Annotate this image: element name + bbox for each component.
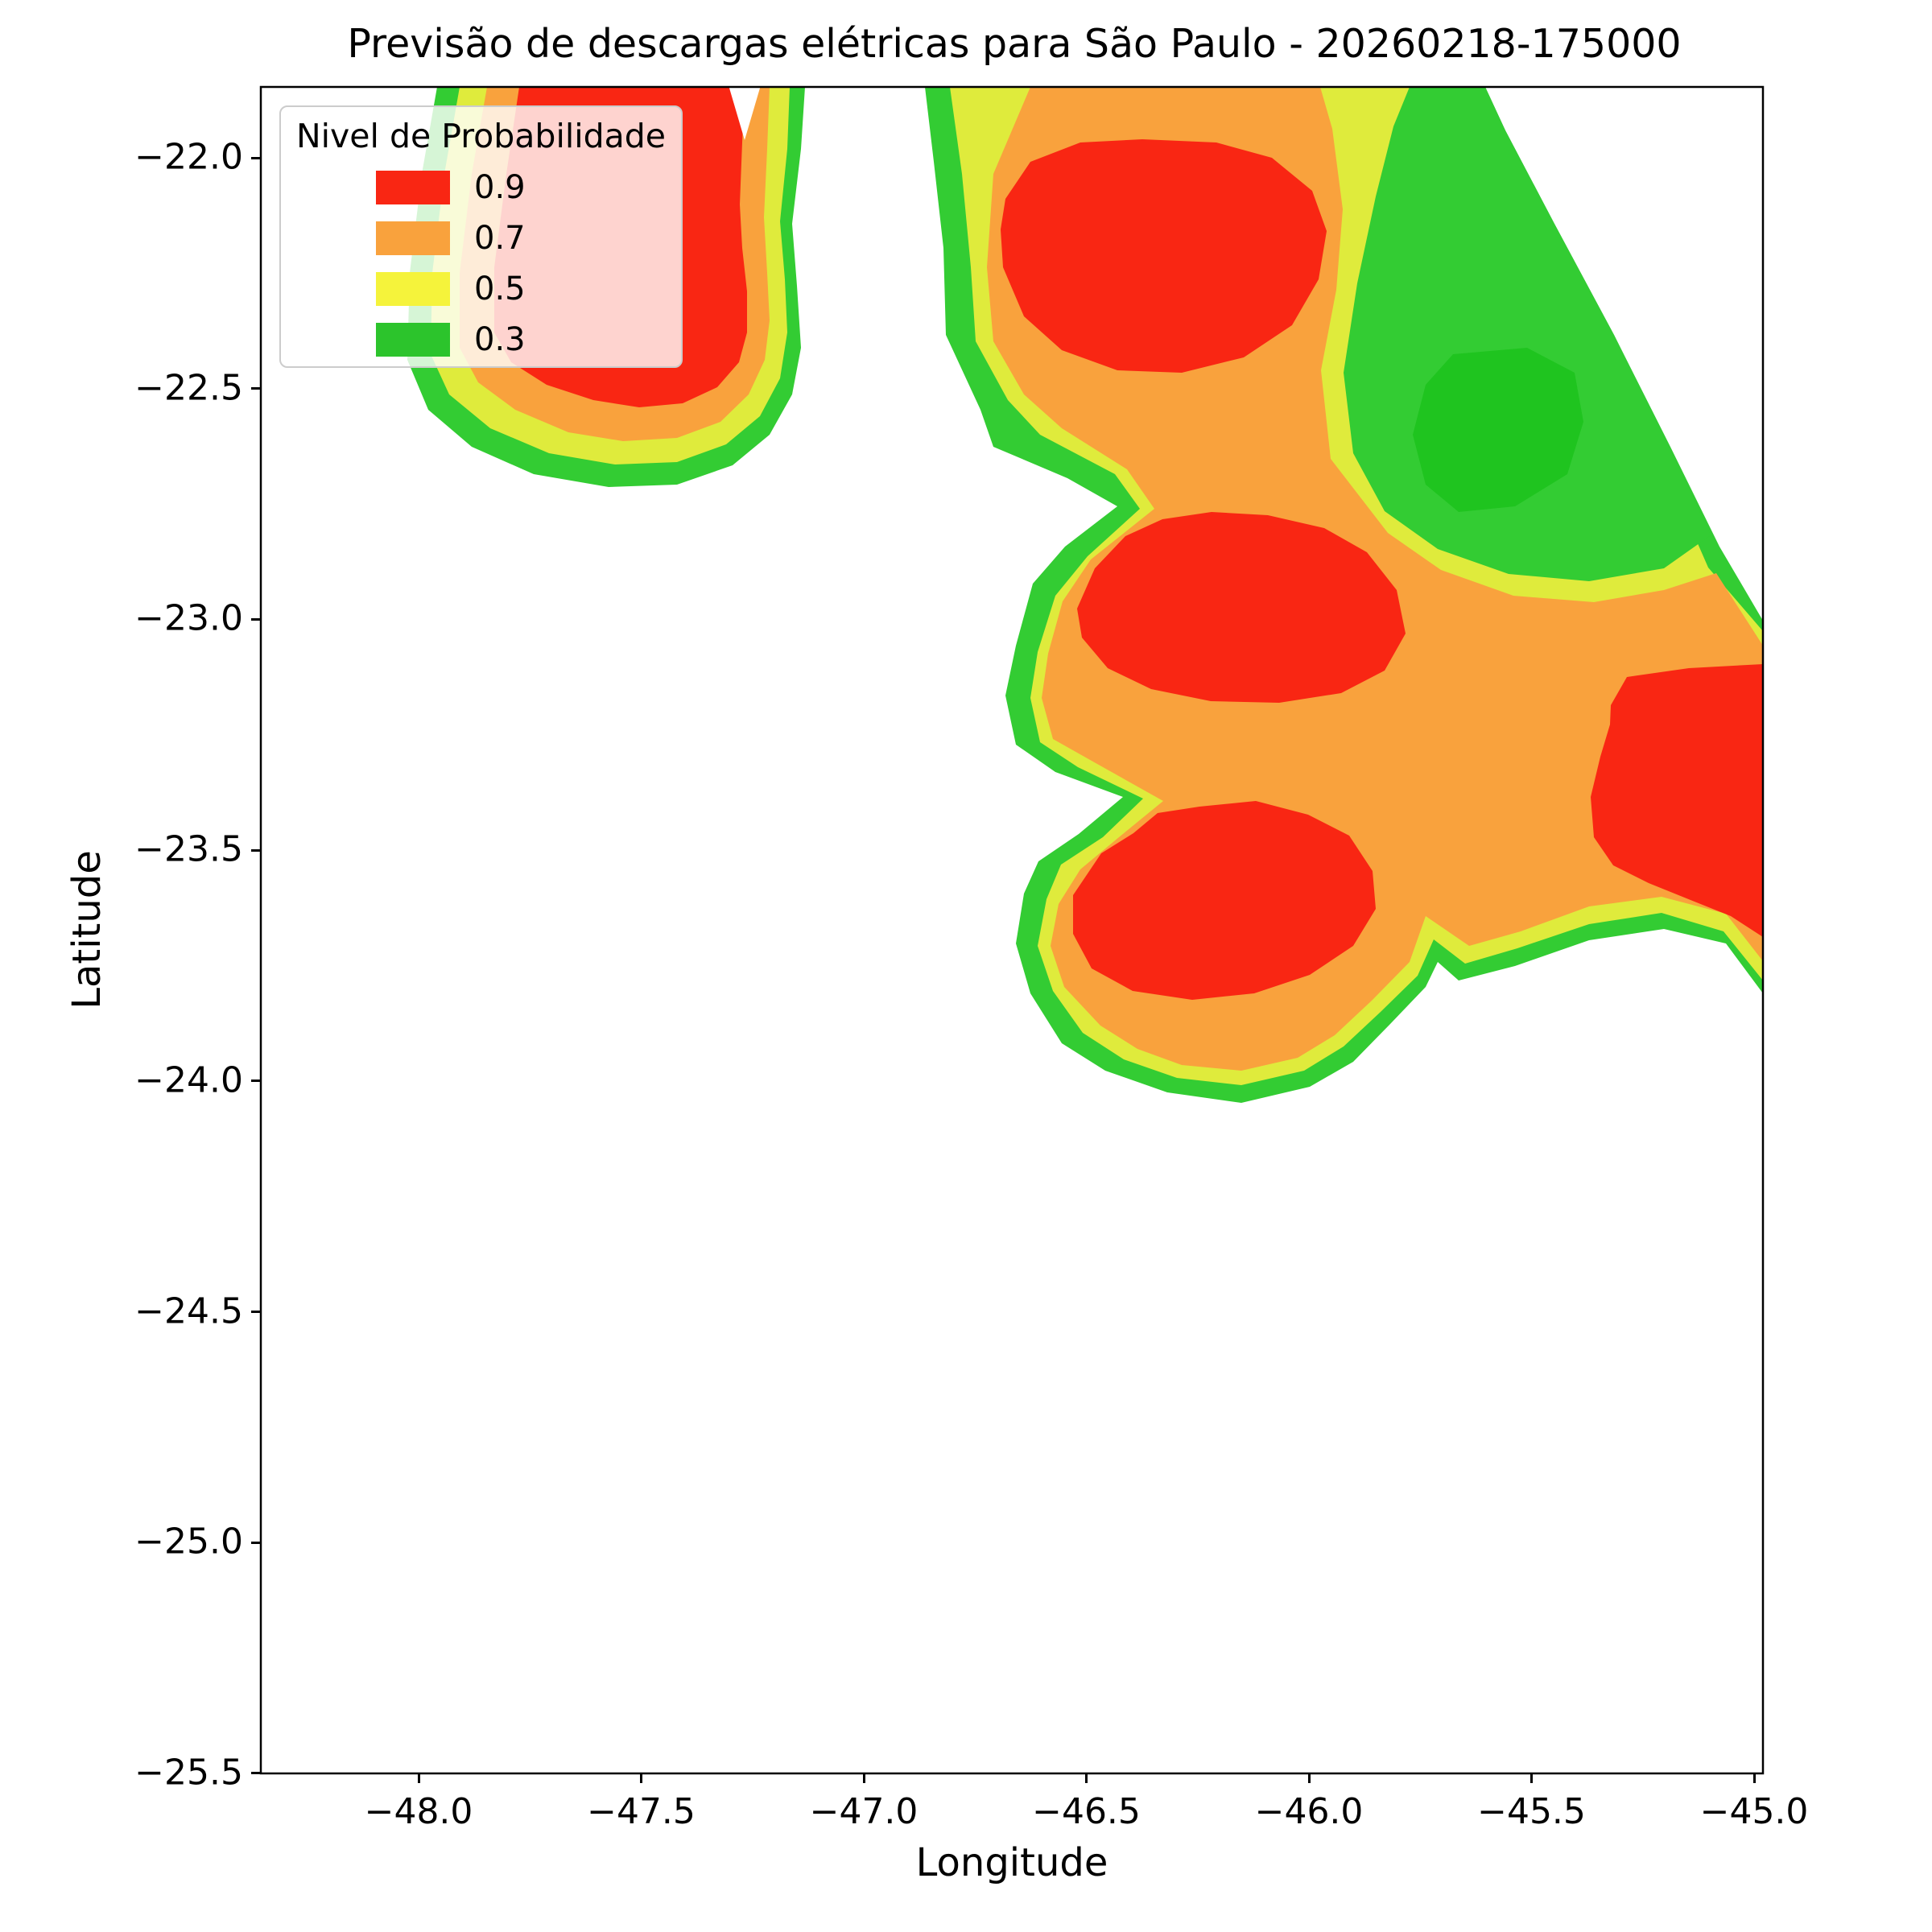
legend-item: 0.7 [281,213,681,263]
y-tick-mark [251,1080,261,1083]
contour-low-prob-pocket-core [1413,348,1583,512]
y-tick-mark [251,1311,261,1314]
contour-level-09-south-central [1073,801,1376,1000]
x-axis-label: Longitude [915,1840,1108,1885]
x-tick-label: −46.0 [1254,1791,1364,1832]
x-tick-label: −48.0 [364,1791,473,1832]
plot-border [259,85,1765,1775]
y-tick-label: −25.5 [134,1752,243,1794]
x-tick-label: −45.5 [1477,1791,1586,1832]
x-tick-label: −46.5 [1032,1791,1141,1832]
legend-item-label: 0.9 [474,168,526,206]
legend-swatch [376,271,450,306]
y-tick-label: −24.5 [134,1290,243,1332]
legend-title: Nivel de Probabilidade [295,117,667,155]
x-tick-label: −47.5 [587,1791,696,1832]
legend-swatch [376,170,450,204]
x-tick-mark [1530,1773,1533,1783]
y-tick-mark [251,1541,261,1544]
x-tick-mark [1307,1773,1311,1783]
y-tick-label: −23.5 [134,828,243,870]
y-tick-mark [251,617,261,621]
contour-white-notch [729,87,761,140]
x-tick-mark [1085,1773,1088,1783]
y-tick-label: −24.0 [134,1059,243,1101]
x-tick-mark [417,1773,420,1783]
x-tick-mark [862,1773,865,1783]
y-tick-mark [251,848,261,852]
y-tick-label: −23.0 [134,597,243,639]
legend-item-label: 0.5 [474,270,526,308]
page-title: Previsão de descargas elétricas para São… [347,21,1682,67]
y-tick-mark [251,1772,261,1775]
contour-level-09-central [1077,512,1406,703]
contour-level-09-north-central [1001,139,1327,373]
x-tick-label: −47.0 [809,1791,919,1832]
y-tick-label: −22.5 [134,367,243,409]
contour-low-prob-pocket [1344,87,1711,581]
contour-level-09-east [1591,664,1763,937]
legend-items: 0.9 0.7 0.5 0.3 [281,162,681,365]
y-tick-mark [251,387,261,390]
y-axis-label: Latitude [64,850,109,1009]
legend-item: 0.5 [281,263,681,314]
x-tick-label: −45.0 [1699,1791,1809,1832]
legend-item-label: 0.3 [474,320,526,358]
x-tick-mark [640,1773,642,1783]
legend: Nivel de Probabilidade 0.9 0.7 0.5 0.3 [279,105,683,368]
y-tick-label: −22.0 [134,136,243,178]
y-tick-label: −25.0 [134,1521,243,1563]
legend-swatch [376,322,450,357]
legend-swatch [376,221,450,255]
legend-item: 0.9 [281,162,681,213]
legend-item: 0.3 [281,314,681,365]
x-tick-mark [1752,1773,1756,1783]
legend-item-label: 0.7 [474,219,526,257]
y-tick-mark [251,156,261,159]
